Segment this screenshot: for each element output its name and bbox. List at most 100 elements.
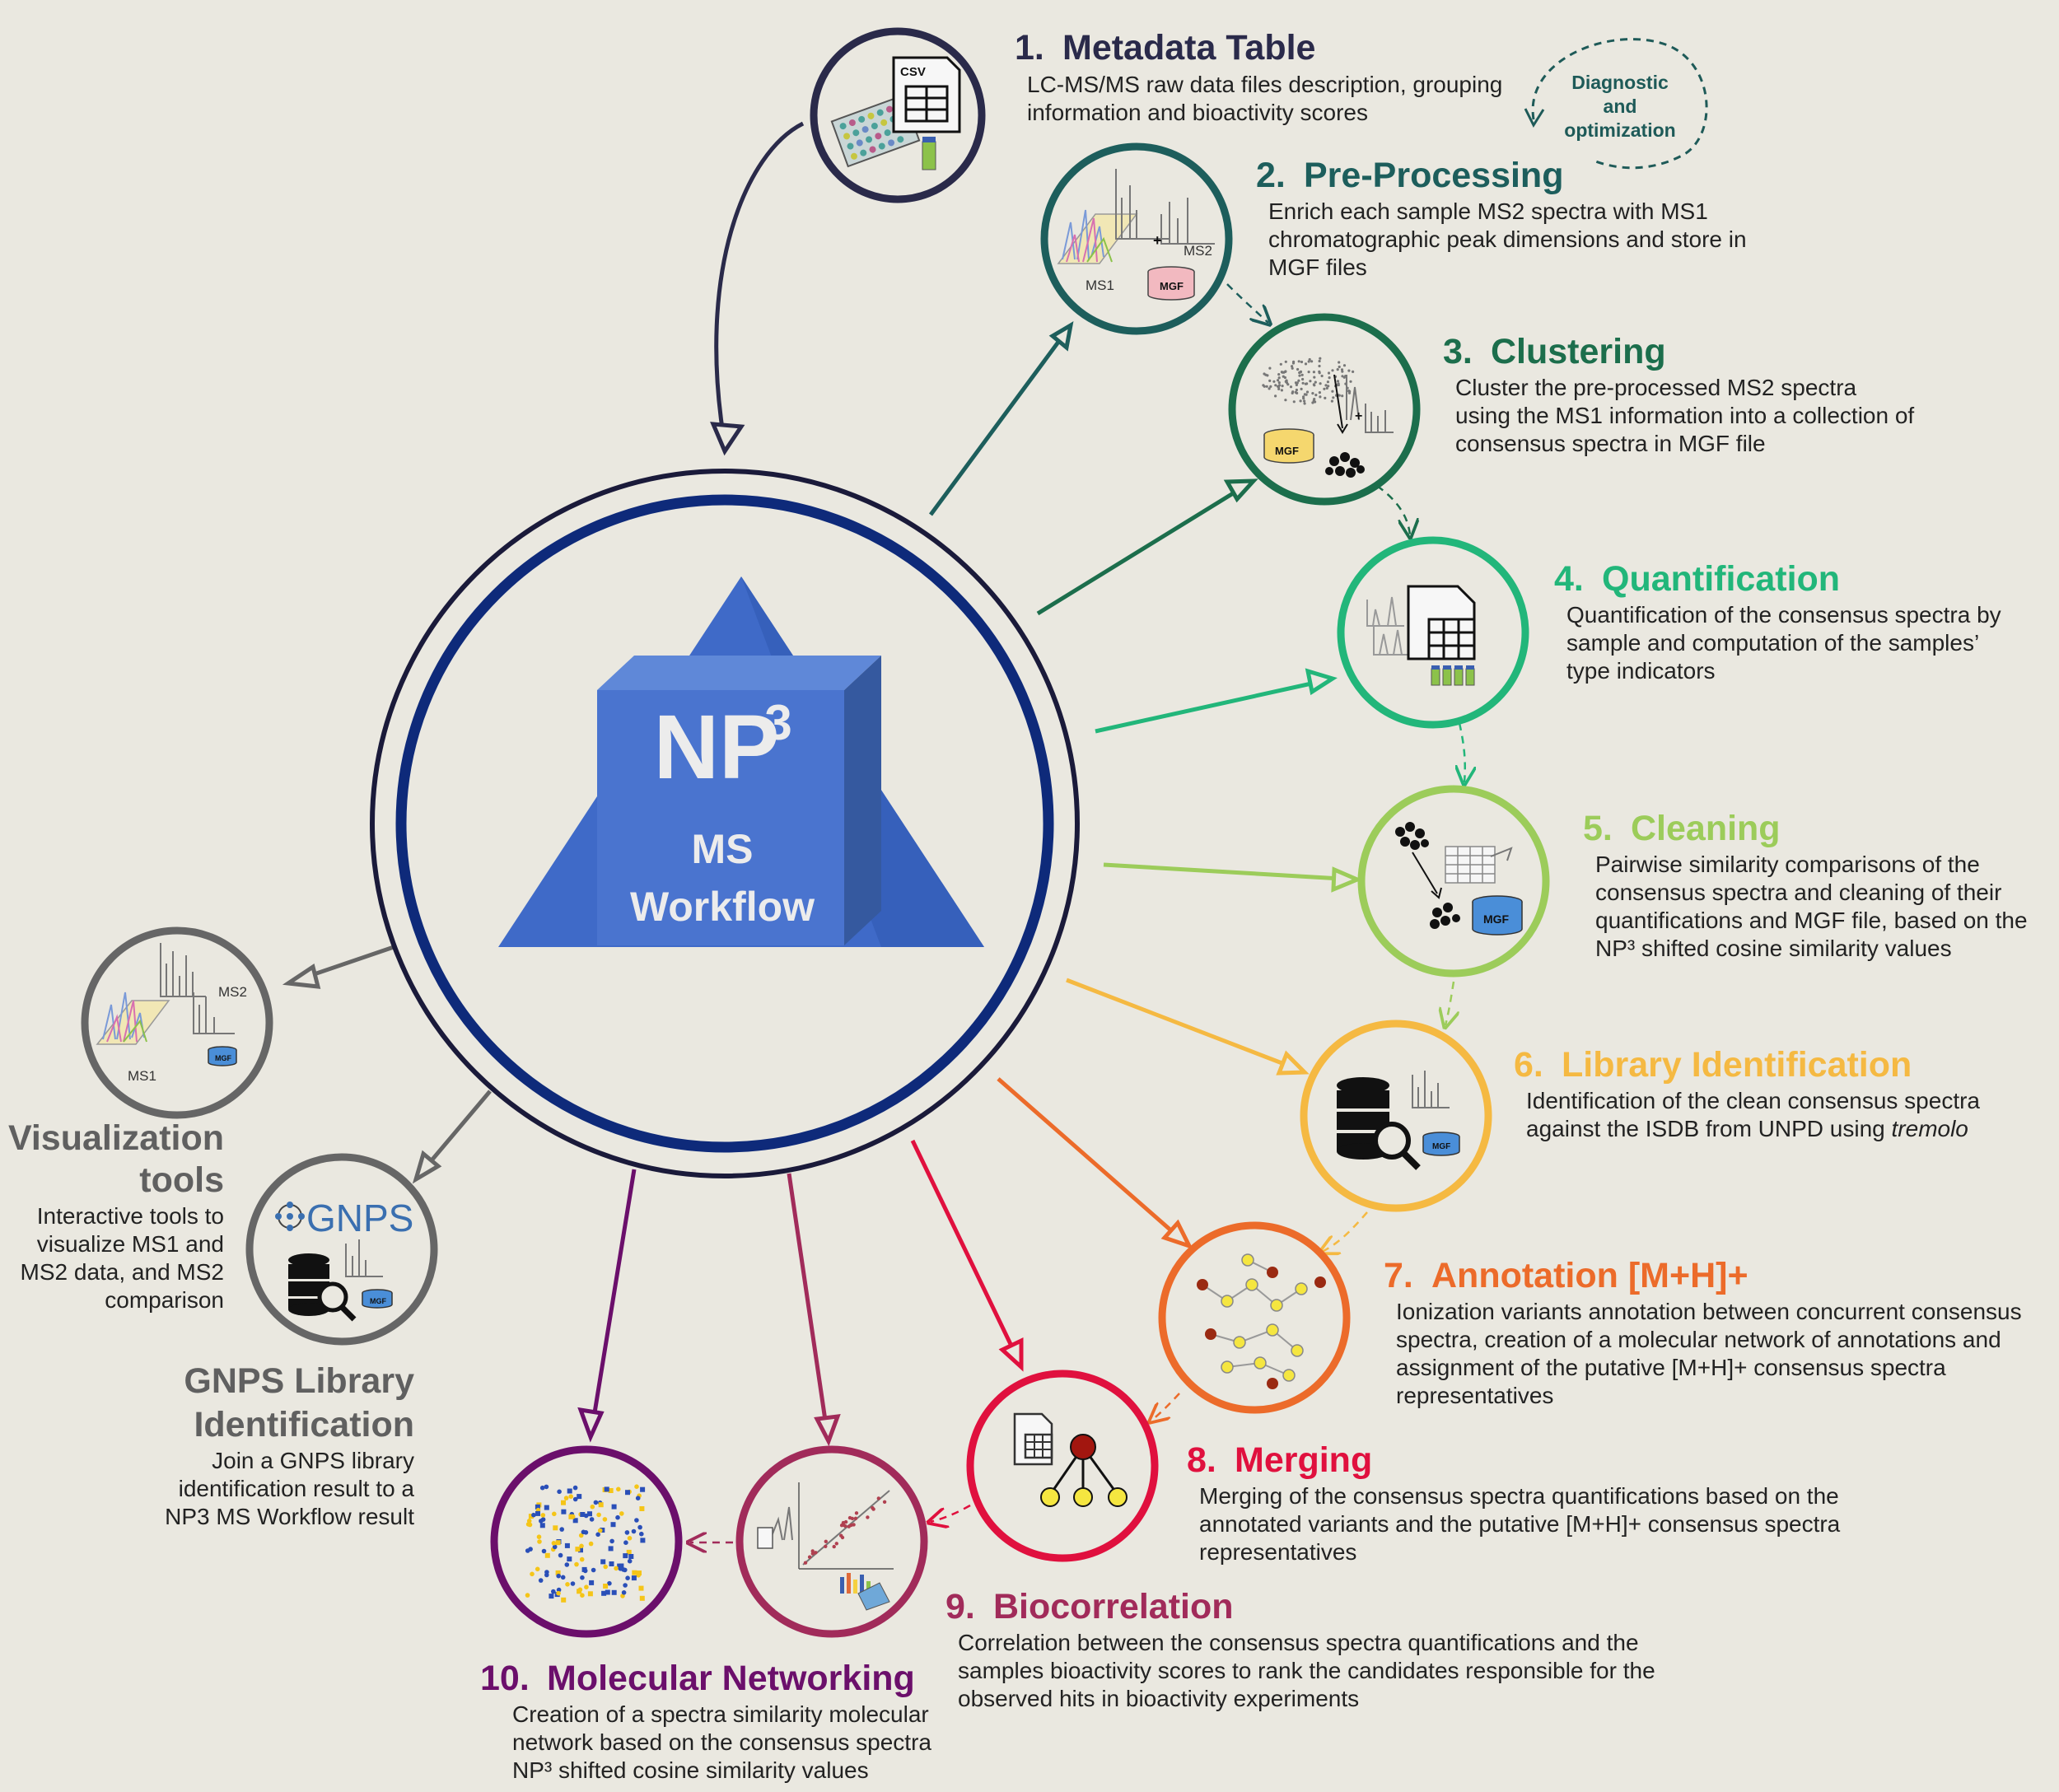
network-node — [601, 1590, 607, 1596]
network-node — [637, 1570, 642, 1576]
network-node — [525, 1593, 530, 1598]
gnps-title-line: Identification — [194, 1405, 414, 1444]
circle-visualization — [81, 926, 273, 1119]
step-1-title: Metadata Table — [1062, 28, 1315, 68]
cluster-point — [1289, 385, 1293, 389]
network-node — [631, 1575, 637, 1581]
network-node — [600, 1559, 606, 1565]
cluster-point — [1297, 379, 1300, 382]
network-node — [544, 1570, 549, 1575]
step-9-title: Biocorrelation — [993, 1587, 1234, 1626]
correlation-point — [814, 1551, 818, 1555]
cluster-point — [1318, 359, 1321, 363]
visualization-desc-line: comparison — [105, 1287, 224, 1313]
arrow-hub-to-cleaning — [1103, 862, 1356, 882]
circle-clustering — [1228, 313, 1421, 506]
network-node — [530, 1571, 535, 1577]
cluster-point — [1278, 384, 1282, 387]
svg-text:MS2: MS2 — [218, 984, 247, 1000]
step-icons: CSV + MS2 MS1 MGF — [96, 56, 1523, 1611]
step-2-number: 2. — [1256, 156, 1286, 195]
circle-networking — [490, 1445, 683, 1638]
step-labels: 1. Metadata Table LC-MS/MS raw data file… — [8, 28, 2028, 1783]
cluster-point — [1277, 381, 1281, 385]
network-node — [561, 1500, 566, 1505]
network-node — [567, 1556, 572, 1562]
correlation-point — [824, 1539, 828, 1544]
cluster-point — [1277, 373, 1281, 376]
gnps-library-icon: GNPS MGF — [275, 1197, 413, 1322]
svg-text:+: + — [1153, 232, 1162, 249]
network-node — [591, 1567, 596, 1573]
correlation-point — [824, 1544, 828, 1549]
cluster-point — [1320, 374, 1324, 378]
clustering-icon: + MGF — [1262, 357, 1394, 478]
cluster-point — [1327, 371, 1331, 375]
visualization-desc-line: Interactive tools to — [37, 1203, 224, 1229]
network-node — [597, 1528, 603, 1533]
logo-ms: MS — [692, 826, 754, 872]
step-8-desc-line: Merging of the consensus spectra quantif… — [1199, 1483, 1839, 1509]
cluster-point — [1284, 399, 1287, 402]
svg-text:+: + — [1355, 409, 1362, 423]
step-5-number: 5. — [1583, 809, 1613, 848]
network-node — [639, 1506, 645, 1511]
network-node — [572, 1496, 578, 1502]
network-node — [623, 1553, 628, 1559]
network-node — [539, 1523, 545, 1528]
step-10-desc-line: NP³ shifted cosine similarity values — [512, 1757, 869, 1783]
arrow-hub-to-preprocessing — [928, 324, 1073, 516]
cluster-point — [1301, 377, 1305, 381]
flow-3-to-4 — [1376, 484, 1410, 535]
step-9-number: 9. — [945, 1587, 975, 1626]
circle-gnps — [245, 1153, 438, 1346]
step-4-desc-line: type indicators — [1566, 658, 1716, 684]
network-node — [626, 1549, 632, 1555]
network-node — [580, 1593, 585, 1598]
network-node — [556, 1573, 561, 1579]
network-node — [634, 1484, 639, 1489]
network-node — [619, 1511, 624, 1516]
step-2-desc-line: MGF files — [1268, 254, 1367, 280]
step-5-desc-line: Pairwise similarity comparisons of the — [1595, 852, 1980, 877]
cluster-point — [1331, 390, 1334, 393]
network-node — [605, 1589, 610, 1595]
network-node — [574, 1561, 579, 1567]
correlation-point — [839, 1533, 843, 1538]
step-4-title: Quantification — [1602, 559, 1840, 599]
network-node — [627, 1536, 633, 1541]
cluster-point — [1347, 391, 1352, 394]
cluster-point — [1327, 385, 1330, 388]
cluster-point — [1311, 392, 1314, 395]
network-node — [589, 1517, 595, 1522]
cluster-point — [1341, 375, 1344, 378]
network-node — [540, 1513, 546, 1518]
network-node — [618, 1566, 623, 1571]
network-node — [551, 1589, 556, 1594]
network-node — [624, 1530, 630, 1535]
library-db-search-icon: MGF — [1337, 1071, 1460, 1170]
cluster-point — [1328, 376, 1331, 380]
diagnostic-line3: optimization — [1564, 119, 1675, 141]
logo-workflow: Workflow — [630, 884, 815, 930]
cluster-point — [1291, 391, 1294, 394]
cluster-point — [1313, 376, 1316, 379]
arrowhead-preprocessing — [1048, 321, 1074, 352]
flow-4-to-5 — [1459, 722, 1465, 782]
logo-cube-front — [597, 690, 844, 945]
cluster-point — [1314, 394, 1318, 397]
arrow-hub-to-biocorrelation — [787, 1173, 830, 1438]
network-node — [593, 1500, 599, 1505]
network-node — [604, 1486, 609, 1492]
network-node — [609, 1538, 614, 1544]
network-node — [535, 1566, 540, 1572]
svg-text:MGF: MGF — [1275, 445, 1299, 457]
connector-arrows — [282, 121, 1363, 1447]
cluster-point — [1268, 379, 1272, 382]
cluster-point — [1312, 383, 1315, 386]
network-node — [552, 1544, 558, 1550]
cluster-point — [1324, 396, 1327, 399]
correlation-point — [847, 1524, 851, 1528]
cluster-point — [1268, 387, 1271, 390]
